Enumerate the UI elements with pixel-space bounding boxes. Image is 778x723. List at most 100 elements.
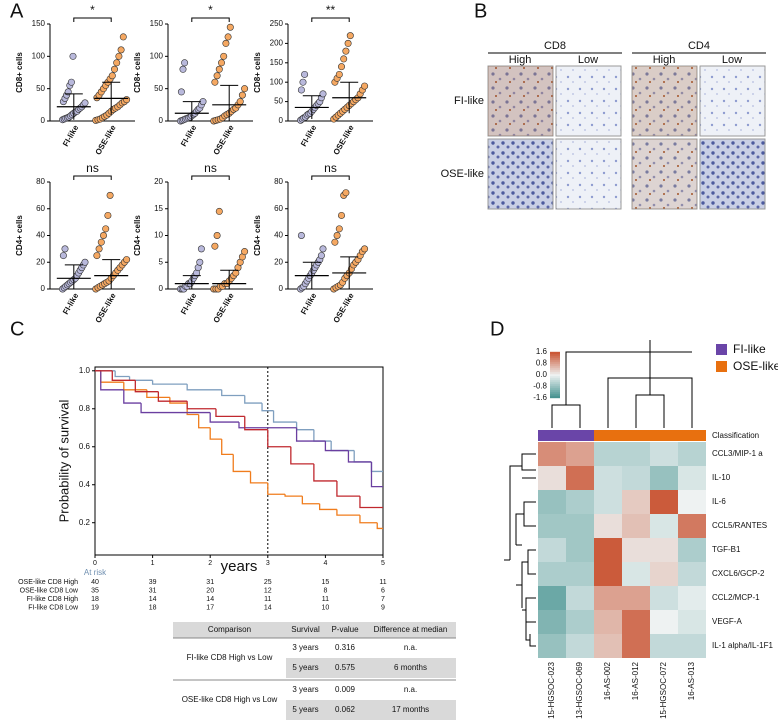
color-key-label: 0.0	[536, 370, 548, 379]
survival-step	[336, 509, 360, 516]
heat-cell	[538, 586, 566, 610]
data-point	[319, 90, 327, 98]
color-key-band	[550, 355, 560, 359]
data-point	[213, 72, 221, 80]
data-point	[95, 245, 103, 253]
panel-letter: A	[10, 0, 24, 22]
x-axis-label: years	[221, 558, 258, 575]
heat-cell	[594, 562, 622, 586]
y-axis-label: CD8+ cells	[133, 52, 142, 93]
significance-label: *	[90, 3, 95, 17]
survival-step	[359, 496, 383, 509]
color-key-band	[550, 393, 560, 397]
at-risk-count: 8	[323, 587, 327, 594]
panel-letter: D	[490, 318, 504, 340]
data-point	[104, 211, 112, 219]
y-tick-label: 100	[270, 77, 284, 86]
data-point	[69, 52, 77, 60]
x-tick-label: FI-like	[299, 123, 319, 148]
table-cell: 5 years	[292, 705, 318, 714]
y-tick-label: 20	[36, 257, 45, 266]
data-point	[113, 59, 121, 67]
survival-step	[267, 482, 286, 495]
table-cell: 3 years	[292, 685, 318, 694]
survival-step	[284, 494, 303, 497]
dendrogram	[504, 340, 693, 647]
heat-cell	[538, 442, 566, 466]
significance-bracket	[191, 175, 230, 180]
row-label: OSE-like	[441, 168, 484, 180]
heat-cell	[622, 442, 650, 466]
color-key-band	[550, 381, 560, 385]
legend-label: OSE-like	[733, 359, 778, 373]
survival-step	[324, 441, 349, 452]
color-key-band	[550, 377, 560, 381]
y-axis-label: CD4+ cells	[133, 215, 142, 256]
survival-step	[209, 412, 239, 423]
data-point	[224, 33, 232, 41]
data-point	[196, 258, 204, 266]
row-label: VEGF-A	[712, 617, 742, 626]
data-point	[297, 232, 305, 240]
at-risk-count: 20	[206, 587, 214, 594]
error-bar	[102, 81, 121, 115]
data-point	[179, 65, 187, 73]
data-point	[181, 59, 189, 67]
table-cell: n.a.	[404, 643, 417, 652]
at-risk-count: 40	[91, 579, 99, 586]
at-risk-series: OSE-like CD8 High	[18, 579, 78, 586]
heat-cell	[678, 514, 706, 538]
y-tick-label: 0	[159, 284, 164, 293]
significance-bracket	[73, 17, 112, 22]
significance-label: *	[208, 3, 213, 17]
data-point	[67, 78, 75, 86]
heat-cell	[650, 610, 678, 634]
data-point	[197, 245, 205, 253]
classification-cell	[566, 430, 594, 441]
row-label: IL-6	[712, 497, 726, 506]
heat-cell	[538, 562, 566, 586]
at-risk-count: 11	[322, 596, 329, 603]
data-point	[335, 225, 343, 233]
error-bar	[220, 84, 239, 121]
data-point	[222, 39, 230, 47]
heat-cell	[566, 538, 594, 562]
y-tick-label: 150	[32, 19, 46, 28]
y-tick-label: 0.4	[79, 480, 91, 489]
color-key-band	[550, 371, 560, 375]
survival-step	[114, 370, 130, 378]
data-point	[211, 78, 219, 86]
heat-cell	[622, 514, 650, 538]
color-key-band	[550, 351, 560, 355]
table-comparison: FI-like CD8 High vs Low	[187, 653, 273, 662]
classification-cell	[678, 430, 706, 441]
error-bar	[302, 95, 321, 120]
data-point	[301, 70, 309, 78]
y-tick-label: 15	[154, 204, 163, 213]
axis	[167, 182, 253, 290]
data-point	[59, 252, 67, 260]
data-point	[81, 258, 89, 266]
column-label: 16-AS-012	[631, 661, 640, 700]
data-point	[215, 207, 223, 215]
column-label: 13-HGSOC-069	[575, 661, 584, 718]
color-key-label: -1.6	[533, 393, 547, 402]
color-key-band	[550, 385, 560, 389]
data-point	[317, 252, 325, 260]
survival-step	[134, 380, 159, 393]
at-risk-count: 9	[381, 604, 385, 611]
heat-cell	[566, 490, 594, 514]
at-risk-count: 18	[91, 596, 99, 603]
y-tick-label: 100	[32, 51, 46, 60]
axis	[49, 182, 135, 290]
column-label: 16-AS-002	[603, 661, 612, 700]
x-tick-label: OSE-like	[94, 123, 119, 156]
legend-swatch	[716, 344, 727, 355]
heat-cell	[650, 514, 678, 538]
y-tick-label: 20	[274, 257, 283, 266]
x-tick-label: FI-like	[61, 123, 81, 148]
y-axis-label: CD4+ cells	[253, 215, 262, 256]
table-row-bg	[286, 658, 456, 678]
survival-step	[267, 429, 291, 448]
y-tick-label: 100	[150, 51, 164, 60]
